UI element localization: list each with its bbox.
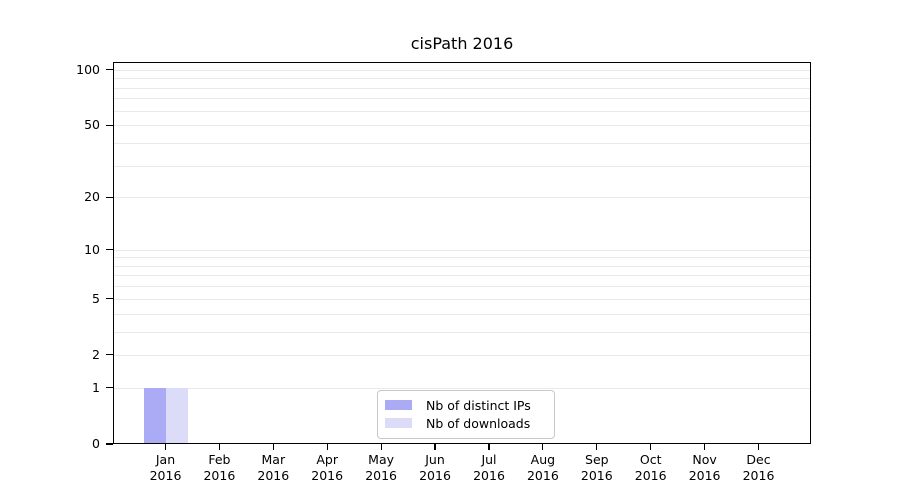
- x-axis-label-jul: Jul 2016: [473, 452, 505, 483]
- gridline-y-40: [113, 142, 811, 144]
- y-axis-tick-100: [106, 69, 113, 71]
- gridline-y-100: [113, 69, 811, 71]
- x-axis-label-mar: Mar 2016: [257, 452, 290, 483]
- x-axis-label-feb: Feb 2016: [203, 452, 236, 483]
- bar-distinct-ips-jan: [143, 387, 166, 444]
- gridline-y-9: [113, 257, 811, 259]
- x-axis-tick-aug: [542, 444, 544, 450]
- x-axis-tick-dec: [757, 444, 760, 450]
- y-axis-tick-label-100: 100: [76, 61, 100, 77]
- x-axis-tick-jul: [488, 444, 490, 450]
- gridline-y-7: [113, 275, 811, 277]
- x-axis-tick-oct: [650, 444, 652, 450]
- x-axis-tick-jan: [164, 444, 167, 450]
- y-axis-tick-label-10: 10: [84, 241, 100, 257]
- plot-area: [113, 62, 811, 444]
- y-axis-tick-2: [106, 354, 113, 356]
- legend-item-distinct-ips: Nb of distinct IPs: [385, 396, 545, 414]
- legend-label-downloads: Nb of downloads: [426, 415, 531, 431]
- x-axis-label-jan: Jan 2016: [149, 452, 182, 483]
- legend-swatch-downloads: [385, 418, 412, 428]
- gridline-y-50: [113, 125, 811, 127]
- x-axis-tick-mar: [272, 444, 274, 450]
- y-axis-tick-1: [106, 387, 113, 389]
- gridline-y-1: [113, 387, 811, 389]
- x-axis-label-apr: Apr 2016: [311, 452, 344, 483]
- y-axis-tick-20: [106, 196, 113, 198]
- y-axis-tick-10: [106, 248, 113, 251]
- gridline-y-90: [113, 78, 811, 80]
- x-axis-tick-nov: [704, 444, 706, 450]
- gridline-y-80: [113, 87, 811, 89]
- y-axis-tick-label-5: 5: [92, 290, 100, 306]
- gridline-y-2: [113, 354, 811, 356]
- gridline-y-8: [113, 265, 811, 267]
- gridline-y-5: [113, 298, 811, 300]
- gridline-y-4: [113, 313, 811, 315]
- gridline-y-60: [113, 110, 811, 112]
- gridline-y-6: [113, 286, 811, 288]
- y-axis-tick-label-20: 20: [84, 189, 100, 205]
- legend-label-distinct-ips: Nb of distinct IPs: [426, 397, 531, 413]
- chart-title: cisPath 2016: [410, 34, 514, 53]
- y-axis-tick-5: [106, 298, 113, 300]
- y-axis-tick-label-1: 1: [92, 379, 100, 395]
- y-axis-tick-50: [106, 124, 113, 126]
- x-axis-tick-sep: [596, 444, 598, 450]
- x-axis-label-sep: Sep 2016: [580, 452, 613, 483]
- y-axis-tick-label-2: 2: [92, 346, 100, 362]
- legend-swatch-distinct-ips: [385, 400, 412, 410]
- x-axis-tick-may: [380, 444, 382, 450]
- x-axis-tick-jun: [434, 444, 436, 450]
- y-axis-tick-label-0: 0: [92, 436, 100, 451]
- y-axis-tick-0: [106, 443, 113, 445]
- legend-item-downloads: Nb of downloads: [385, 414, 545, 432]
- gridline-y-70: [113, 98, 811, 100]
- x-axis-label-nov: Nov 2016: [688, 452, 721, 483]
- legend: Nb of distinct IPs Nb of downloads: [377, 390, 555, 439]
- gridline-y-20: [113, 197, 811, 199]
- x-axis-label-dec: Dec 2016: [742, 452, 775, 483]
- x-axis-label-jun: Jun 2016: [419, 452, 451, 483]
- y-axis-tick-label-50: 50: [84, 117, 100, 133]
- x-axis-label-oct: Oct 2016: [634, 452, 667, 483]
- x-axis-label-aug: Aug 2016: [526, 452, 559, 483]
- x-axis-label-may: May 2016: [365, 452, 397, 483]
- x-axis-tick-apr: [326, 444, 328, 450]
- gridline-y-10: [113, 249, 811, 251]
- bar-downloads-jan: [165, 387, 188, 444]
- gridline-y-3: [113, 331, 811, 333]
- x-axis-tick-feb: [218, 444, 220, 450]
- gridline-y-30: [113, 165, 811, 167]
